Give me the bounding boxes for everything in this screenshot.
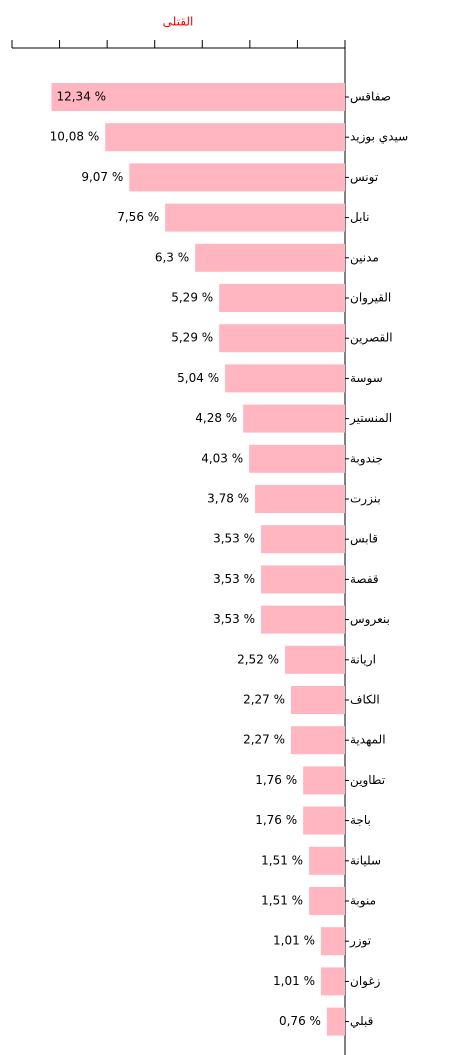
bar	[326, 1007, 345, 1036]
value-label: 12,34 %	[56, 90, 106, 104]
value-label: 1,76 %	[255, 813, 297, 827]
category-label: اريانة	[350, 652, 376, 667]
value-label: 5,29 %	[171, 291, 213, 305]
value-label: 1,01 %	[273, 974, 315, 988]
value-label: 7,56 %	[117, 210, 159, 224]
category-label: القيروان	[350, 291, 391, 306]
chart-title: القتلى	[163, 15, 194, 29]
category-label: بنزرت	[350, 492, 381, 507]
value-label: 3,53 %	[213, 572, 255, 586]
bar	[291, 686, 345, 714]
bar	[225, 364, 345, 393]
value-label: 2,27 %	[243, 693, 285, 707]
category-label: الكاف	[350, 693, 380, 707]
value-label: 9,07 %	[81, 170, 123, 184]
value-label: 1,01 %	[273, 934, 315, 948]
category-label: القصرين	[350, 331, 393, 346]
bar	[303, 806, 345, 835]
value-label: 3,53 %	[213, 532, 255, 546]
bar	[285, 645, 345, 674]
bar	[219, 284, 345, 312]
category-label: توزر	[349, 934, 371, 949]
bar	[51, 83, 346, 111]
bar	[261, 605, 345, 634]
value-label: 2,52 %	[237, 652, 279, 666]
bar	[309, 846, 345, 875]
category-label: قبلي	[350, 1014, 373, 1028]
bar	[243, 404, 345, 433]
category-label: منوبة	[350, 894, 376, 909]
value-label: 2,27 %	[243, 733, 285, 747]
category-label: قفصة	[350, 572, 379, 586]
bar	[129, 163, 345, 192]
category-label: المهدية	[350, 733, 386, 747]
value-label: 3,78 %	[207, 492, 249, 506]
bar	[255, 485, 345, 513]
category-label: باجة	[350, 813, 371, 827]
category-label: جندوبة	[350, 451, 383, 466]
bar	[219, 324, 345, 353]
bar	[165, 203, 345, 232]
value-label: 6,3 %	[155, 250, 189, 264]
bar	[105, 123, 346, 152]
value-label: 1,51 %	[261, 853, 303, 867]
category-label: تونس	[350, 170, 378, 185]
bar	[320, 927, 345, 956]
bar	[309, 887, 345, 915]
value-label: 1,76 %	[255, 773, 297, 787]
bar	[303, 766, 345, 795]
bar	[261, 525, 345, 554]
category-label: تطاوين	[350, 773, 385, 788]
value-label: 5,29 %	[171, 331, 213, 345]
category-label: مدنين	[350, 250, 379, 265]
category-label: المنستير	[349, 411, 392, 426]
value-label: 4,03 %	[201, 451, 243, 465]
value-label: 0,76 %	[279, 1014, 321, 1028]
bar	[261, 565, 345, 594]
category-label: سوسة	[350, 371, 383, 386]
value-label: 1,51 %	[261, 894, 303, 908]
value-label: 5,04 %	[177, 371, 219, 385]
bar	[195, 243, 345, 272]
category-label: سليانة	[350, 853, 381, 867]
value-label: 4,28 %	[195, 411, 237, 425]
bar	[291, 726, 345, 755]
value-label: 3,53 %	[213, 612, 255, 626]
category-label: سيدي بوزيد	[350, 130, 408, 145]
category-label: صفاقس	[350, 90, 391, 105]
category-label: نابل	[350, 210, 369, 224]
category-label: بنعروس	[350, 612, 390, 627]
value-label: 10,08 %	[50, 130, 100, 144]
bar	[249, 444, 345, 473]
category-label: زغوان	[350, 974, 381, 989]
bar	[320, 967, 345, 996]
category-label: قابس	[350, 532, 378, 547]
